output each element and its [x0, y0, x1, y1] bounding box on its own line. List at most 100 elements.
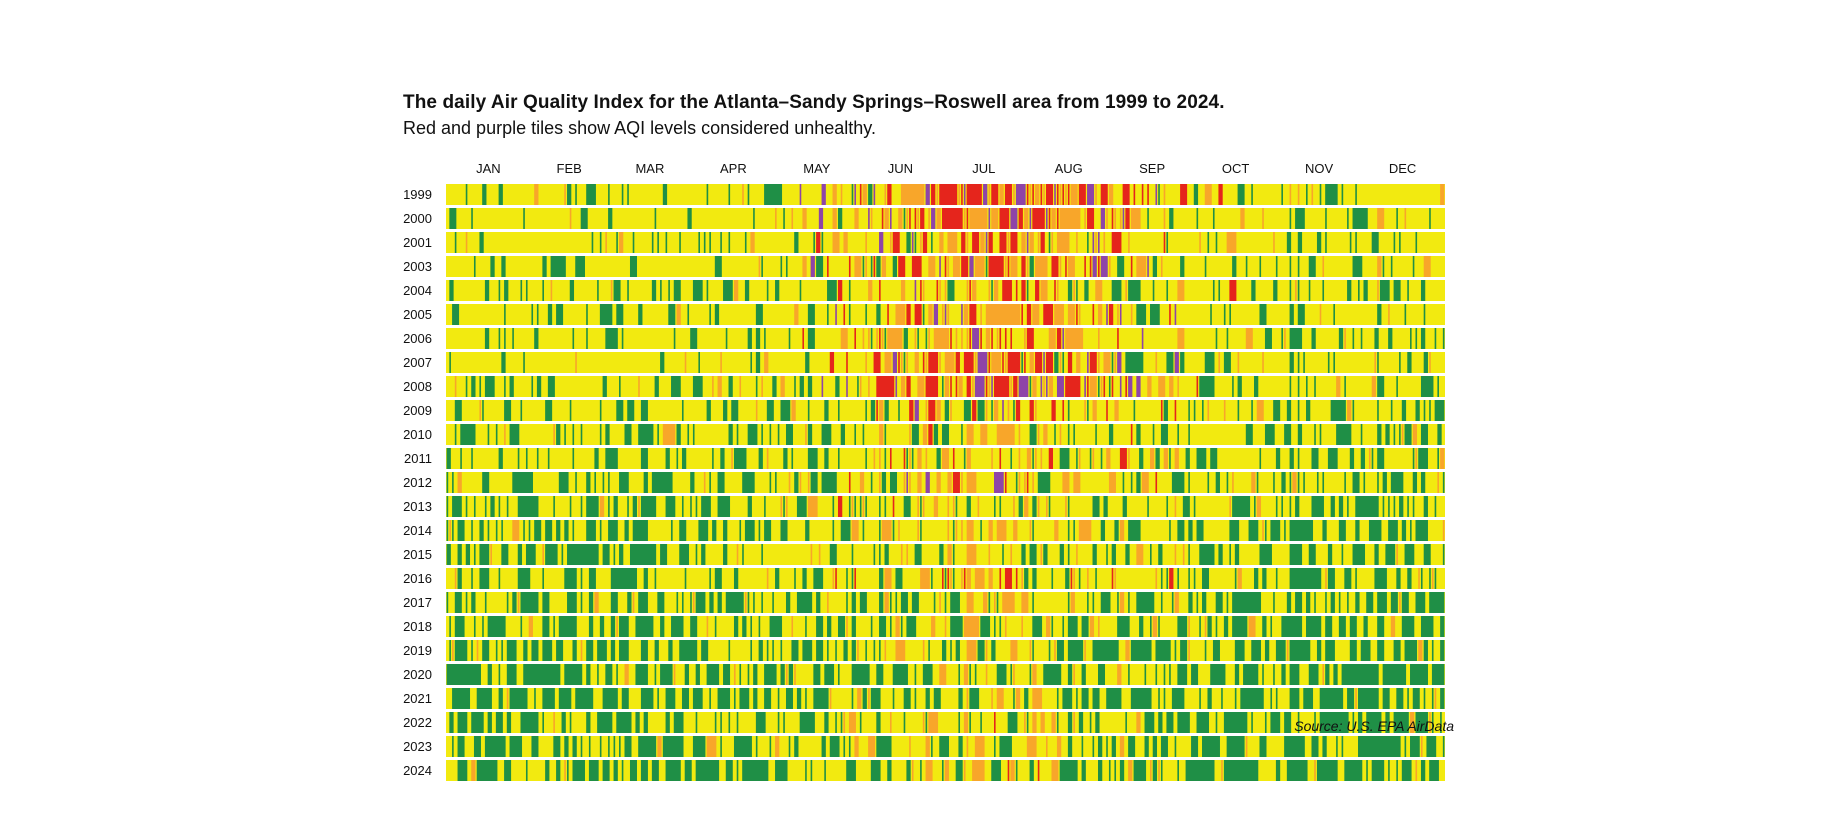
aqi-tile-unhealthy [1032, 184, 1034, 205]
aqi-tile-very-unhealthy [933, 304, 939, 325]
aqi-tile-sensitive [1021, 232, 1026, 253]
heatmap-row-2019 [446, 640, 1445, 661]
aqi-tile-good [733, 616, 739, 637]
aqi-tile-good [1202, 592, 1207, 613]
aqi-tile-sensitive [843, 232, 848, 253]
aqi-tile-good [766, 280, 769, 301]
aqi-tile-good [1051, 568, 1054, 589]
aqi-tile-good [791, 640, 799, 661]
aqi-tile-good [569, 400, 572, 421]
aqi-tile-sensitive [580, 640, 583, 661]
aqi-tile-sensitive [991, 688, 993, 709]
aqi-tile-very-unhealthy [1174, 352, 1179, 373]
aqi-tile-good [1352, 472, 1360, 493]
aqi-tile-good [821, 232, 824, 253]
aqi-tile-good [1327, 448, 1338, 469]
aqi-tile-good [1122, 472, 1125, 493]
aqi-tile-sensitive [1021, 568, 1023, 589]
aqi-tile-sensitive [974, 256, 985, 277]
aqi-tile-good [1174, 640, 1177, 661]
aqi-tile-good [1098, 664, 1106, 685]
aqi-tile-good [1059, 448, 1070, 469]
aqi-tile-sensitive [1051, 760, 1059, 781]
aqi-tile-good [848, 496, 851, 517]
aqi-tile-good [575, 256, 585, 277]
aqi-tile-sensitive [564, 184, 566, 205]
aqi-tile-very-unhealthy [939, 256, 941, 277]
aqi-tile-unhealthy [1056, 208, 1059, 229]
aqi-tile-good [900, 616, 903, 637]
aqi-tile-good [1259, 544, 1272, 565]
aqi-tile-good [764, 520, 772, 541]
aqi-tile-sensitive [1245, 736, 1248, 757]
aqi-tile-sensitive [988, 520, 993, 541]
aqi-tile-good [1245, 424, 1253, 445]
aqi-tile-good [755, 328, 761, 349]
aqi-tile-good [1377, 592, 1387, 613]
aqi-tile-good [588, 736, 591, 757]
aqi-tile-good [780, 256, 783, 277]
aqi-tile-good [1212, 640, 1220, 661]
aqi-tile-good [1087, 592, 1089, 613]
aqi-tile-good [733, 448, 747, 469]
aqi-tile-good [504, 376, 506, 397]
aqi-tile-good [829, 736, 840, 757]
aqi-tile-good [1363, 616, 1368, 637]
aqi-tile-sensitive [766, 448, 769, 469]
aqi-tile-sensitive [947, 472, 952, 493]
aqi-tile-good [1388, 328, 1393, 349]
aqi-tile-good [832, 496, 835, 517]
aqi-tile-good [1125, 712, 1127, 733]
aqi-tile-good [621, 688, 629, 709]
aqi-tile-sensitive [1289, 184, 1292, 205]
aqi-tile-good [629, 760, 637, 781]
aqi-tile-unhealthy [922, 232, 928, 253]
aqi-tile-very-unhealthy [1119, 304, 1122, 325]
aqi-tile-good [1166, 712, 1174, 733]
aqi-tile-unhealthy [879, 280, 881, 301]
aqi-tile-good [556, 520, 561, 541]
aqi-tile-sensitive [884, 592, 889, 613]
aqi-tile-sensitive [917, 520, 919, 541]
heatmap-row-2013 [446, 496, 1445, 517]
aqi-tile-sensitive [928, 304, 933, 325]
aqi-tile-good [1095, 712, 1100, 733]
aqi-tile-good [1010, 448, 1013, 469]
aqi-tile-sensitive [936, 208, 941, 229]
aqi-tile-good [1431, 664, 1445, 685]
aqi-tile-very-unhealthy [1043, 352, 1045, 373]
aqi-tile-good [1407, 568, 1412, 589]
aqi-tile-good [988, 592, 991, 613]
aqi-tile-good [1358, 736, 1401, 757]
aqi-tile-good [619, 472, 629, 493]
aqi-tile-good [1059, 544, 1064, 565]
aqi-tile-good [1404, 424, 1412, 445]
aqi-tile-good [665, 760, 681, 781]
aqi-tile-good [1259, 736, 1267, 757]
aqi-tile-good [690, 496, 692, 517]
aqi-tile-very-unhealthy [1040, 376, 1043, 397]
aqi-tile-sensitive [512, 520, 520, 541]
aqi-tile-sensitive [881, 256, 887, 277]
aqi-tile-sensitive [966, 520, 974, 541]
aqi-tile-good [1150, 616, 1152, 637]
aqi-tile-good [657, 424, 659, 445]
aqi-tile-good [1122, 496, 1127, 517]
aqi-tile-good [805, 688, 807, 709]
aqi-tile-sensitive [925, 760, 933, 781]
aqi-tile-sensitive [903, 472, 906, 493]
aqi-tile-sensitive [1048, 328, 1056, 349]
aqi-tile-sensitive [594, 592, 599, 613]
aqi-tile-good [1215, 592, 1223, 613]
aqi-tile-sensitive [963, 616, 980, 637]
aqi-tile-good [813, 664, 821, 685]
aqi-tile-good [498, 688, 503, 709]
aqi-tile-good [1108, 376, 1111, 397]
aqi-tile-good [950, 640, 952, 661]
aqi-tile-good [619, 376, 621, 397]
aqi-tile-good [1180, 256, 1185, 277]
aqi-tile-good [879, 520, 881, 541]
aqi-tile-good [761, 592, 763, 613]
aqi-tile-good [862, 256, 865, 277]
aqi-tile-good [1336, 736, 1338, 757]
